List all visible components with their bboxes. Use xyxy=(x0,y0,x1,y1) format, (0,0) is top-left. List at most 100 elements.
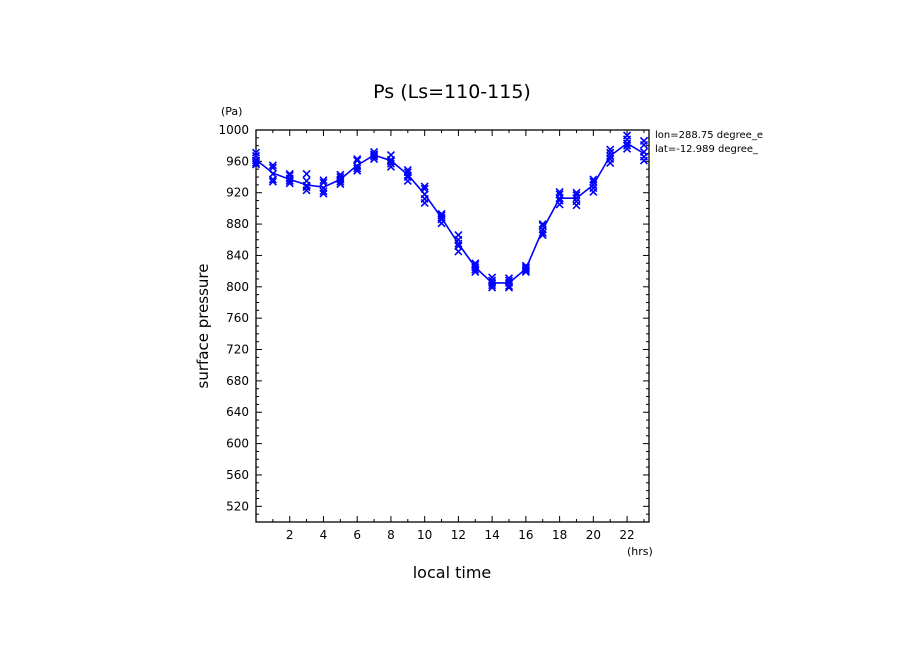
x-tick-label: 16 xyxy=(518,528,533,542)
x-tick-label: 14 xyxy=(484,528,499,542)
x-tick-label: 10 xyxy=(417,528,432,542)
data-point-marker xyxy=(268,175,277,184)
data-point-marker xyxy=(353,166,362,175)
data-point-marker xyxy=(606,154,615,164)
data-point-marker xyxy=(285,179,294,188)
y-axis-label: surface pressure xyxy=(194,264,212,389)
data-point-marker xyxy=(504,281,514,291)
data-point-marker xyxy=(319,176,328,185)
y-tick-label: 520 xyxy=(226,499,249,513)
data-point-marker xyxy=(623,135,632,144)
data-point-marker xyxy=(251,148,261,157)
data-point-marker xyxy=(268,177,277,186)
x-tick-label: 20 xyxy=(586,528,601,542)
y-tick-label: 600 xyxy=(226,437,249,451)
data-point-marker xyxy=(353,154,362,164)
data-point-marker xyxy=(589,177,598,186)
data-point-marker xyxy=(454,235,463,244)
plot-data xyxy=(251,131,649,292)
data-point-marker xyxy=(370,152,379,161)
data-point-marker xyxy=(471,267,480,276)
data-point-marker xyxy=(471,259,480,268)
data-point-marker xyxy=(386,162,396,171)
data-point-marker xyxy=(319,178,328,187)
x-tick-label: 6 xyxy=(353,528,361,542)
x-tick-label: 2 xyxy=(286,528,294,542)
x-unit-label: (hrs) xyxy=(627,545,653,558)
data-point-marker xyxy=(403,172,412,182)
axes: 520 560 600 640 680 720 760 800 840 880 920 960 1000… xyxy=(218,123,650,542)
y-tick-label: 720 xyxy=(226,343,249,357)
data-point-marker xyxy=(606,145,615,154)
y-tick-label: 560 xyxy=(226,468,249,482)
y-tick-label: 1000 xyxy=(218,123,249,137)
data-point-marker xyxy=(606,151,615,160)
data-point-marker xyxy=(302,169,311,178)
data-point-marker xyxy=(285,176,294,186)
x-tick-label: 12 xyxy=(451,528,466,542)
data-point-marker xyxy=(538,228,547,237)
data-point-marker xyxy=(336,180,345,189)
data-point-marker xyxy=(420,184,429,193)
y-tick-label: 760 xyxy=(226,311,249,325)
data-point-marker xyxy=(471,265,480,274)
data-point-marker xyxy=(336,170,345,179)
data-point-marker xyxy=(268,161,277,170)
data-point-marker xyxy=(353,164,362,173)
annotation-lat: lat=-12.989 degree_ xyxy=(655,144,759,155)
data-point-marker xyxy=(251,160,261,169)
data-point-marker xyxy=(285,169,294,178)
data-point-marker xyxy=(555,190,564,199)
data-point-marker xyxy=(572,197,581,206)
x-tick-label: 4 xyxy=(320,528,328,542)
data-point-marker xyxy=(353,156,362,165)
data-point-marker xyxy=(555,187,564,197)
data-point-marker xyxy=(403,165,412,175)
data-point-marker xyxy=(589,183,598,193)
data-point-marker xyxy=(504,283,514,292)
data-point-marker xyxy=(623,141,632,150)
data-point-marker xyxy=(572,191,581,200)
y-tick-label: 960 xyxy=(226,154,249,168)
data-point-marker xyxy=(555,196,564,205)
y-tick-label: 640 xyxy=(226,405,249,419)
series-line xyxy=(255,142,645,284)
data-point-marker xyxy=(386,159,396,168)
data-point-marker xyxy=(302,186,311,195)
x-tick-label: 22 xyxy=(619,528,634,542)
y-unit-label: (Pa) xyxy=(221,105,242,118)
annotation-lon: lon=288.75 degree_e xyxy=(655,130,763,141)
data-point-marker xyxy=(302,176,311,186)
data-point-marker xyxy=(420,194,429,204)
data-point-marker xyxy=(623,144,632,153)
chart-title: Ps (Ls=110-115) xyxy=(373,81,531,103)
data-point-marker xyxy=(268,163,277,172)
data-point-marker xyxy=(639,152,649,161)
y-tick-label: 800 xyxy=(226,280,249,294)
data-point-marker xyxy=(454,241,463,251)
x-tick-label: 8 xyxy=(387,528,395,542)
data-point-marker xyxy=(488,281,497,290)
data-point-marker xyxy=(606,148,615,157)
data-point-marker xyxy=(251,151,261,160)
data-point-marker xyxy=(521,264,530,273)
data-point-marker xyxy=(488,283,497,292)
y-tick-label: 920 xyxy=(226,186,249,200)
x-tick-label: 18 xyxy=(552,528,567,542)
data-point-marker xyxy=(538,230,547,240)
data-point-marker xyxy=(572,188,581,197)
data-point-marker xyxy=(639,136,649,146)
data-point-marker xyxy=(370,150,379,159)
data-point-marker xyxy=(319,187,328,196)
data-point-marker xyxy=(504,274,514,283)
data-point-marker xyxy=(302,183,311,192)
data-point-marker xyxy=(521,266,530,275)
y-tick-label: 680 xyxy=(226,374,249,388)
data-point-marker xyxy=(420,182,429,191)
x-axis-label: local time xyxy=(413,563,492,582)
data-point-marker xyxy=(336,177,345,186)
y-tick-label: 840 xyxy=(226,248,249,262)
data-point-marker xyxy=(538,221,547,230)
data-point-marker xyxy=(488,273,497,282)
